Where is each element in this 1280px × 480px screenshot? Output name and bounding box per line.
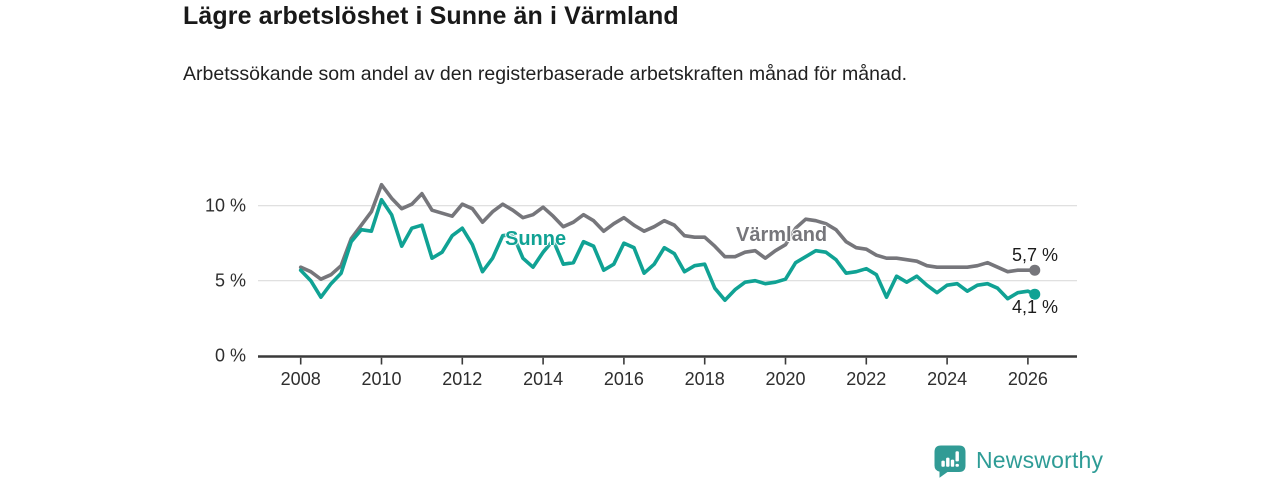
newsworthy-wordmark: Newsworthy bbox=[976, 447, 1104, 473]
x-tick-label: 2022 bbox=[846, 369, 886, 389]
end-dot-värmland bbox=[1029, 264, 1041, 276]
x-tick-label: 2020 bbox=[765, 369, 805, 389]
y-tick-label: 0 % bbox=[215, 346, 246, 366]
end-value-varmland: 5,7 % bbox=[1012, 245, 1059, 265]
x-tick-label: 2024 bbox=[927, 369, 967, 389]
chart-title: Lägre arbetslöshet i Sunne än i Värmland bbox=[183, 2, 679, 30]
x-tick-label: 2012 bbox=[442, 369, 482, 389]
series-label-varmland: Värmland bbox=[736, 224, 828, 246]
x-tick-label: 2008 bbox=[281, 369, 321, 389]
x-tick-label: 2010 bbox=[361, 369, 401, 389]
y-tick-label: 10 % bbox=[205, 196, 246, 216]
newsworthy-logo: Newsworthy bbox=[933, 443, 1103, 478]
x-tick-label: 2018 bbox=[685, 369, 725, 389]
y-tick-label: 5 % bbox=[215, 271, 246, 291]
line-värmland bbox=[298, 182, 1037, 282]
newsworthy-chart-bubble-icon bbox=[934, 445, 966, 478]
x-tick-label: 2016 bbox=[604, 369, 644, 389]
line-sunne bbox=[298, 197, 1037, 303]
end-value-sunne: 4,1 % bbox=[1012, 297, 1059, 317]
end-dot-sunne bbox=[1029, 288, 1041, 300]
chart-subtitle: Arbetssökande som andel av den registerb… bbox=[183, 63, 908, 85]
x-tick-label: 2026 bbox=[1008, 369, 1048, 389]
x-tick-label: 2014 bbox=[523, 369, 563, 389]
series-label-sunne: Sunne bbox=[505, 228, 567, 250]
